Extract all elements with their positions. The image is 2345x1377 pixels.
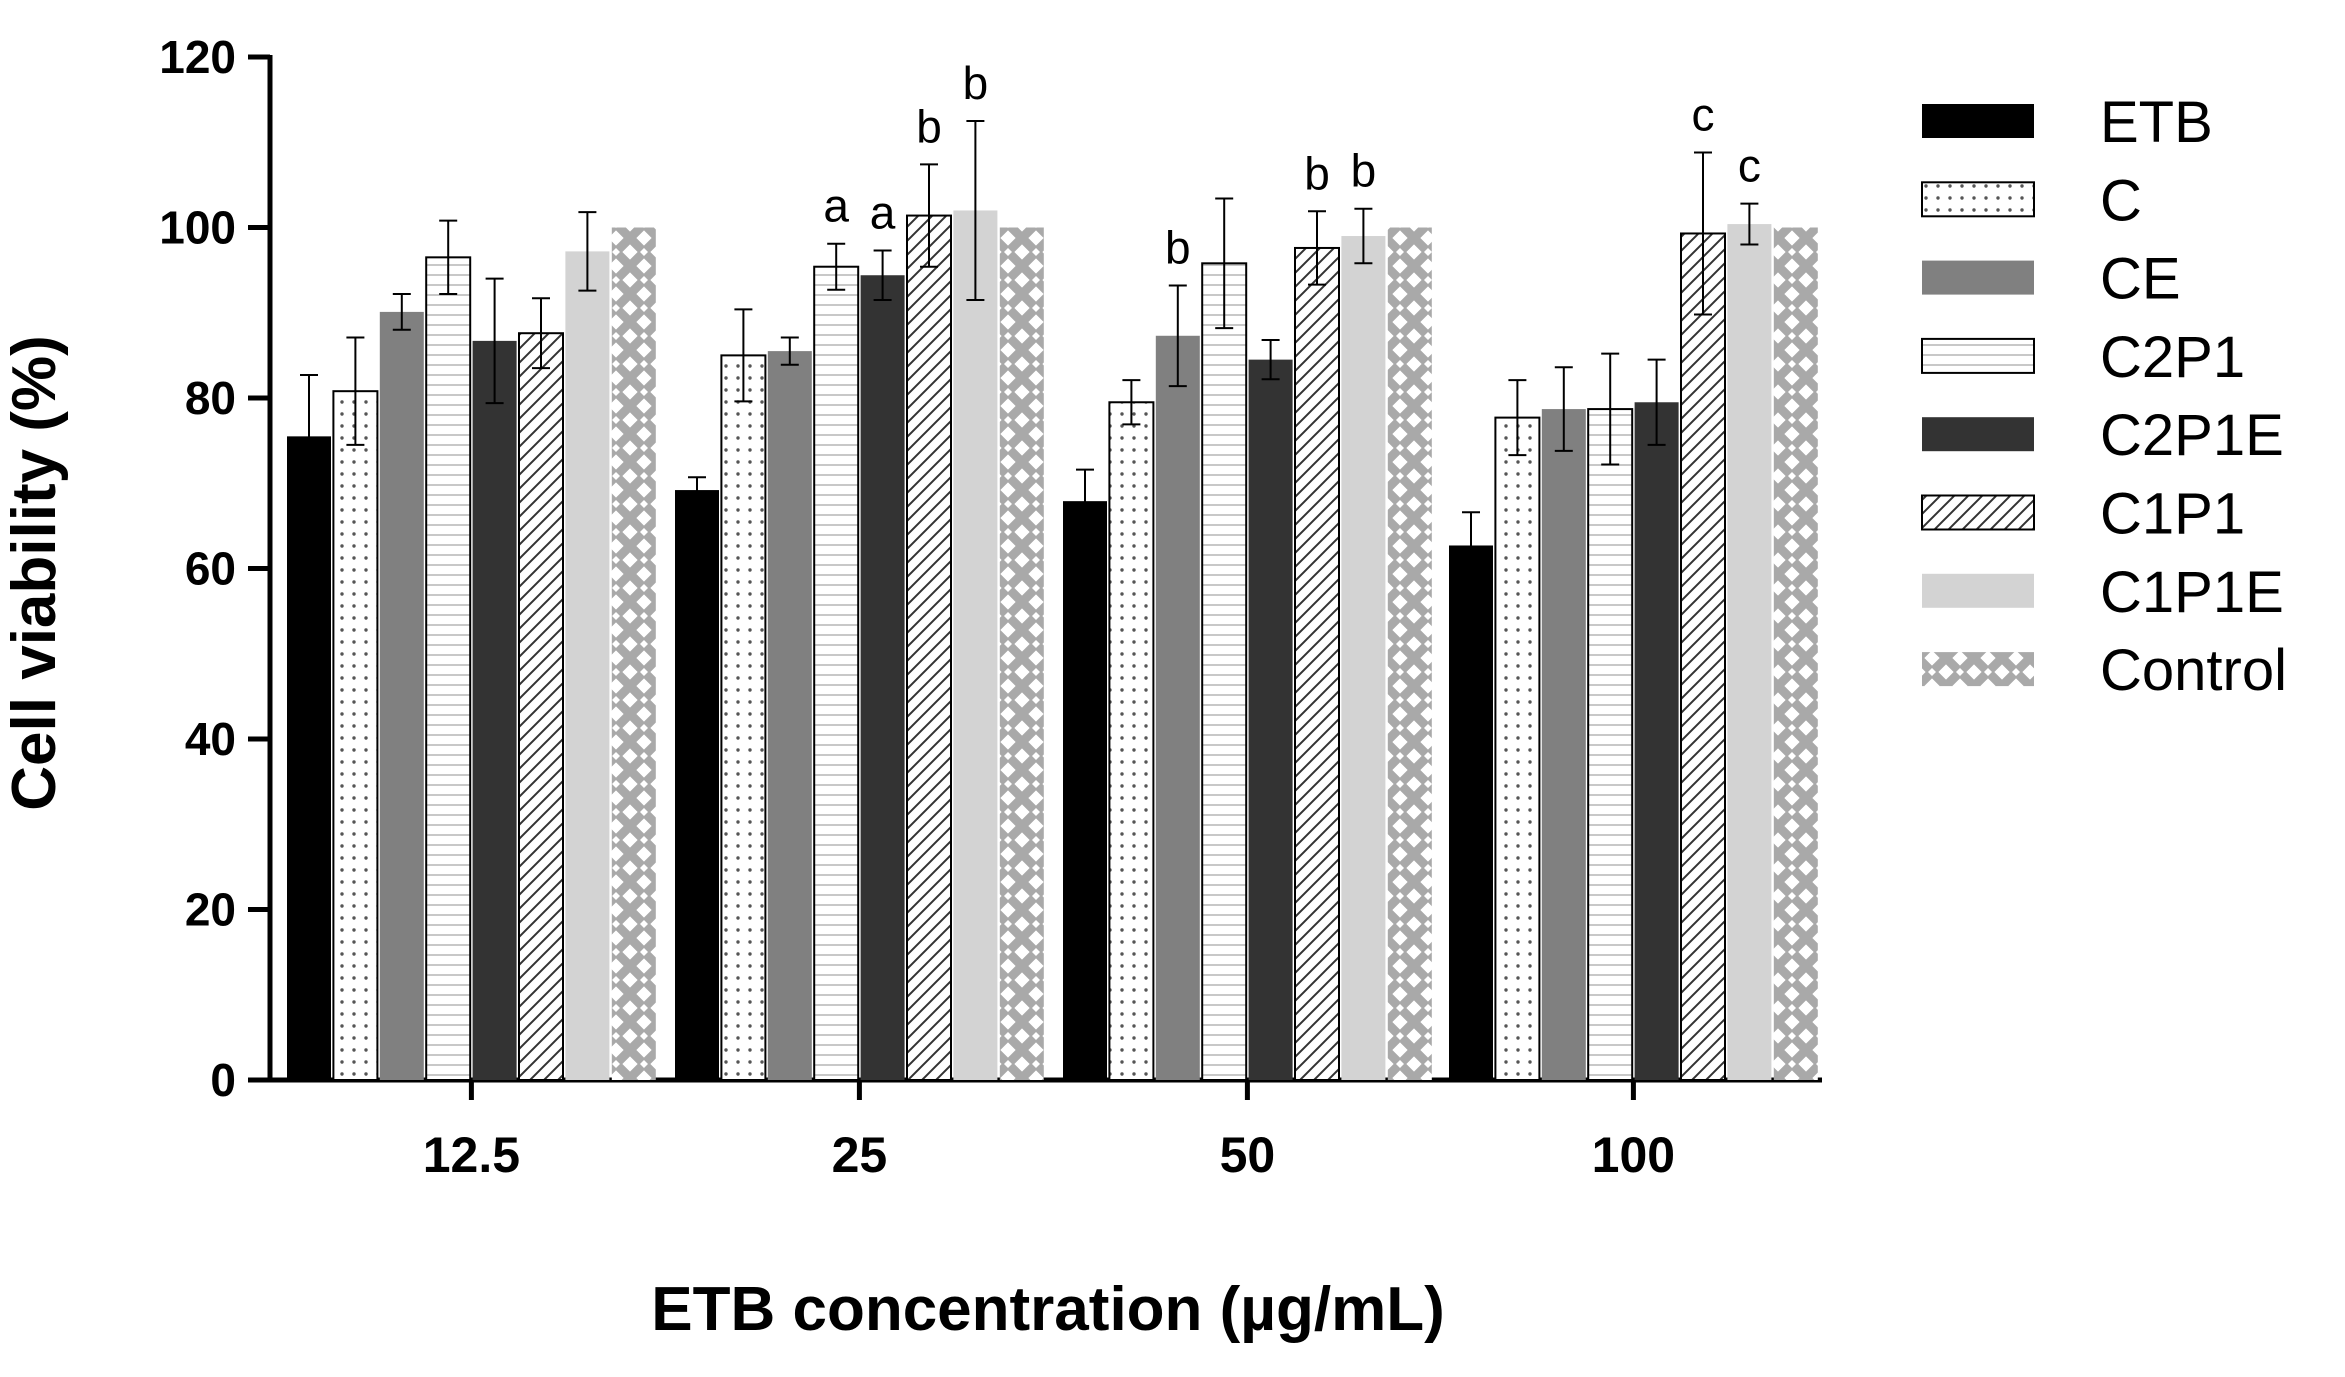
- legend-label-etb: ETB: [2100, 90, 2213, 155]
- legend-label-c: C: [2100, 168, 2142, 233]
- x-tick-label: 25: [832, 1127, 888, 1183]
- bar-c2p1e-25: [860, 275, 905, 1080]
- bar-c2p1-50: [1201, 262, 1248, 1081]
- bar-c1p1-50: [1294, 246, 1340, 1081]
- legend-label-c1p1e: C1P1E: [2100, 560, 2284, 625]
- significance-label: b: [1165, 221, 1191, 273]
- legend-label-ce: CE: [2100, 247, 2181, 312]
- y-tick-label: 0: [210, 1054, 236, 1106]
- bar-c2p1e-100: [1634, 402, 1679, 1080]
- x-tick-label: 100: [1592, 1127, 1675, 1183]
- significance-label: c: [1738, 140, 1761, 192]
- y-tick-label: 20: [185, 884, 236, 936]
- significance-label: b: [1351, 145, 1377, 197]
- bar-etb-12-5: [287, 436, 331, 1080]
- legend-label-c1p1: C1P1: [2100, 482, 2245, 547]
- y-tick-label: 40: [185, 713, 236, 765]
- legend-label-control: Control: [2100, 638, 2287, 703]
- legend-swatch-control: [1922, 652, 2034, 687]
- bar-c-12-5: [332, 390, 379, 1081]
- bar-c1p1e-50: [1341, 236, 1386, 1080]
- bar-c-25: [720, 354, 767, 1081]
- x-axis-title: ETB concentration (µg/mL): [651, 1275, 1445, 1344]
- bar-etb-50: [1063, 501, 1107, 1081]
- bar-c-100: [1494, 416, 1541, 1082]
- y-tick-label: 60: [185, 543, 236, 595]
- bar-ce-25: [767, 351, 812, 1080]
- bar-control-25: [999, 227, 1044, 1080]
- significance-label: a: [870, 187, 896, 239]
- bar-etb-25: [675, 490, 719, 1080]
- legend: ETB C CE C2P1 C2P1E C1P1 C1P1E Control: [1921, 90, 2287, 703]
- y-tick-label: 80: [185, 372, 236, 424]
- x-tick-label: 50: [1220, 1127, 1276, 1183]
- legend-swatch-c1p1e: [1922, 573, 2034, 608]
- x-tick-label: 12.5: [423, 1127, 520, 1183]
- bar-c1p1e-12-5: [565, 251, 610, 1080]
- bar-c2p1e-50: [1248, 359, 1293, 1080]
- legend-label-c2p1: C2P1: [2100, 325, 2245, 390]
- significance-label: c: [1692, 88, 1715, 140]
- bar-c2p1-12-5: [425, 256, 472, 1081]
- bar-control-100: [1773, 227, 1818, 1080]
- bar-c1p1-12-5: [518, 332, 564, 1081]
- bar-c1p1e-25: [953, 210, 998, 1080]
- legend-swatch-c1p1: [1921, 494, 2035, 531]
- significance-label: b: [1304, 147, 1330, 199]
- legend-swatch-c2p1: [1921, 337, 2035, 374]
- legend-swatch-etb: [1922, 104, 2034, 138]
- legend-swatch-ce: [1922, 260, 2034, 295]
- bar-c-50: [1108, 401, 1155, 1081]
- bar-control-12-5: [611, 227, 656, 1080]
- bar-etb-100: [1449, 545, 1493, 1080]
- bar-c1p1-100: [1680, 232, 1726, 1081]
- legend-label-c2p1e: C2P1E: [2100, 403, 2284, 468]
- bar-c1p1-25: [906, 214, 952, 1081]
- significance-label: b: [963, 57, 989, 109]
- bar-c1p1e-100: [1727, 224, 1772, 1081]
- bar-c2p1-100: [1587, 408, 1634, 1081]
- bar-control-50: [1387, 227, 1432, 1080]
- legend-swatch-c2p1e: [1922, 417, 2034, 452]
- bar-ce-12-5: [379, 311, 424, 1081]
- bar-ce-50: [1155, 335, 1200, 1081]
- significance-label: a: [823, 180, 849, 232]
- significance-label: b: [916, 100, 942, 152]
- bar-c2p1e-12-5: [472, 340, 517, 1080]
- bar-ce-100: [1541, 409, 1586, 1080]
- y-tick-label: 100: [159, 202, 236, 254]
- y-axis-title: Cell viability (%): [0, 335, 69, 810]
- bar-c2p1-25: [813, 265, 860, 1081]
- legend-swatch-c: [1921, 181, 2035, 218]
- y-tick-label: 120: [159, 31, 236, 83]
